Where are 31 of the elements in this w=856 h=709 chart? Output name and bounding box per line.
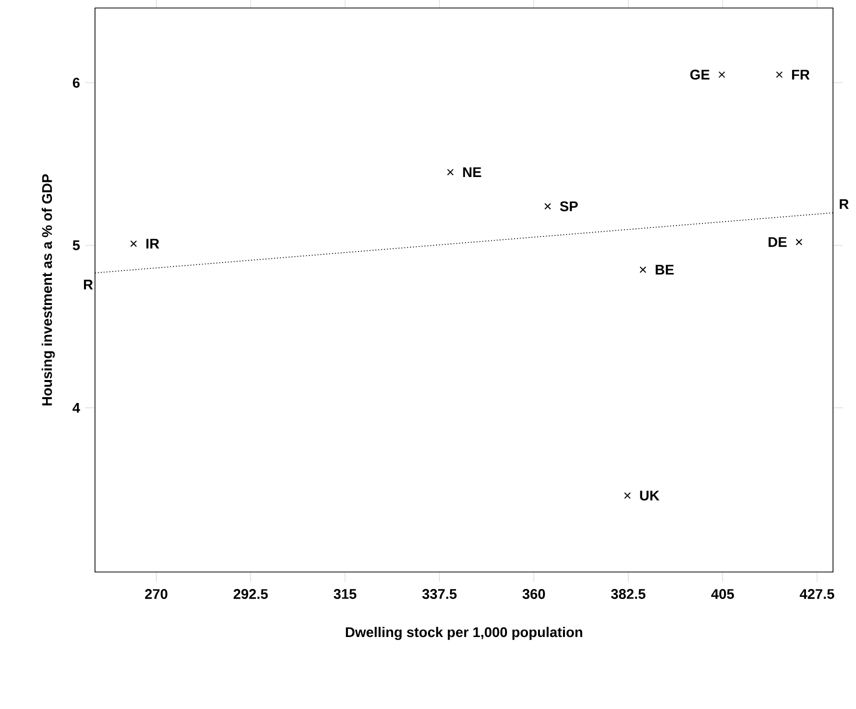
point [796, 238, 802, 246]
x-tick-label: 315 [334, 589, 356, 599]
annotation: SP [560, 201, 578, 212]
x-tick-label: 405 [711, 589, 734, 599]
point [718, 71, 726, 78]
annotation: IR [146, 238, 160, 248]
y-axis-title: Housing investment as a % of GDP [42, 174, 55, 406]
point [130, 240, 137, 247]
annotation: BE [656, 264, 674, 274]
x-tick-label: 270 [145, 589, 168, 599]
y-tick-label: 4 [72, 403, 80, 413]
x-tick-label: 337.5 [422, 589, 457, 599]
annotation: NE [463, 167, 482, 177]
point [544, 202, 552, 210]
y-tick-label: 6 [72, 78, 80, 88]
point [776, 71, 783, 78]
text: R [840, 199, 849, 209]
x-tick-label: 427.5 [800, 589, 834, 599]
series-label: R [84, 280, 93, 290]
x-tick-label: 292.5 [234, 589, 268, 599]
annotation: FR [792, 70, 810, 80]
point [624, 492, 631, 499]
x-axis-title: Dwelling stock per 1,000 population [346, 626, 582, 640]
annotation: UK [640, 490, 660, 500]
x-tick-label: 382.5 [611, 589, 646, 599]
y-tick-label: 5 [72, 240, 80, 250]
annotation: DE [768, 237, 787, 247]
point [640, 266, 646, 274]
annotation: GE [690, 70, 710, 80]
point [447, 168, 454, 176]
x-tick-label: 360 [522, 589, 545, 599]
